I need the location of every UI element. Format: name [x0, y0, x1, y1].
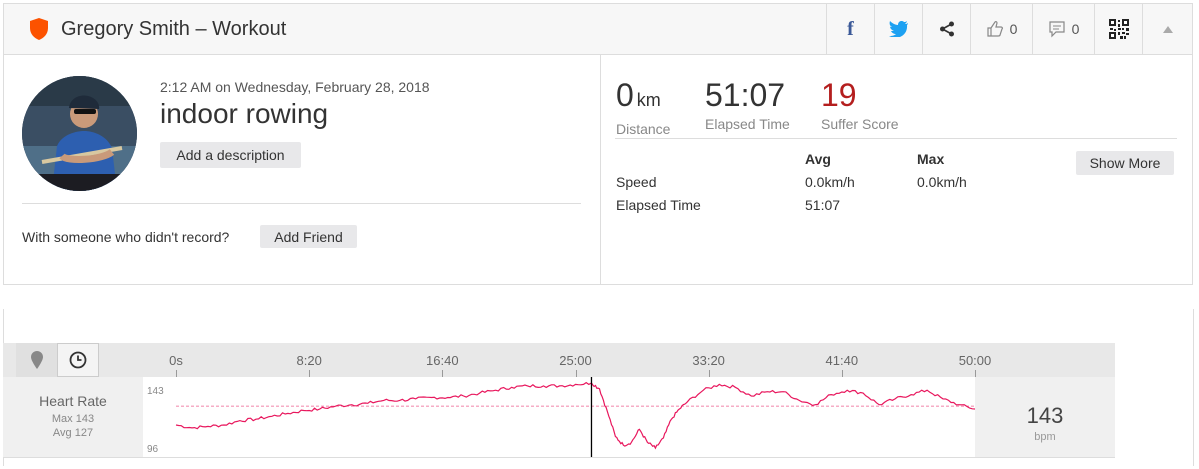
comment-icon	[1048, 21, 1065, 38]
x-tick-label: 33:20	[692, 353, 725, 368]
x-tick-mark	[176, 370, 177, 377]
collapse-button[interactable]	[1142, 4, 1192, 54]
elapsed-avg-value: 51:07	[805, 197, 841, 213]
kudos-button[interactable]: 0	[970, 4, 1032, 54]
qr-code-icon	[1108, 19, 1129, 39]
speed-avg-value: 0.0km/h	[805, 174, 855, 190]
comment-count: 0	[1071, 21, 1080, 37]
add-description-button[interactable]: Add a description	[160, 142, 301, 168]
y-min-label: 96	[147, 444, 159, 455]
x-tick-label: 0s	[169, 353, 183, 368]
x-tick-mark	[575, 370, 577, 377]
distance-label: Distance	[616, 121, 671, 137]
x-tick-label: 41:40	[825, 353, 859, 368]
suffer-score-label: Suffer Score	[821, 116, 899, 132]
facebook-share-button[interactable]: f	[826, 4, 874, 54]
activity-summary-panel: 2:12 AM on Wednesday, February 28, 2018 …	[3, 54, 1193, 285]
facebook-icon: f	[847, 17, 854, 40]
avatar[interactable]	[22, 76, 137, 191]
current-hr-unit: bpm	[1034, 431, 1056, 443]
qr-code-button[interactable]	[1094, 4, 1142, 54]
caret-up-icon	[1162, 25, 1173, 33]
header-title-group: Gregory Smith – Workout	[4, 17, 826, 41]
avatar-photo	[22, 76, 137, 191]
heart-rate-plot	[175, 377, 994, 457]
x-tick-label: 8:20	[296, 353, 322, 368]
comment-button[interactable]: 0	[1032, 4, 1094, 54]
thumbs-up-icon	[986, 20, 1003, 37]
kudos-count: 0	[1009, 21, 1018, 37]
header-actions: f 0	[826, 4, 1192, 54]
chart-frame-right	[1193, 309, 1194, 466]
chart-toolbar: 0s 8:20 16:40 25:00 33:20 41:40 50:00	[3, 343, 1115, 377]
elapsed-time-label: Elapsed Time	[705, 116, 790, 132]
clock-icon	[69, 351, 87, 369]
x-tick-mark	[841, 370, 843, 377]
distance-mode-button[interactable]	[16, 343, 58, 377]
twitter-share-button[interactable]	[874, 4, 922, 54]
x-tick-mark	[309, 370, 311, 377]
heart-rate-legend: Heart Rate Max 143 Avg 127	[3, 377, 143, 457]
map-pin-icon	[31, 351, 43, 369]
current-value-panel: 143 bpm	[975, 377, 1115, 457]
x-tick-label: 50:00	[958, 353, 992, 368]
speed-max-value: 0.0km/h	[917, 174, 967, 190]
heart-rate-line	[175, 381, 994, 450]
divider	[3, 457, 1115, 458]
show-more-button[interactable]: Show More	[1076, 151, 1174, 175]
divider	[22, 203, 581, 204]
share-icon	[939, 21, 954, 37]
y-max-label: 143	[147, 386, 164, 397]
max-hr-text: Max 143	[51, 413, 95, 425]
avg-hr-text: Avg 127	[52, 427, 94, 439]
elapsed-time-value: 51:07	[705, 77, 786, 113]
x-tick-mark	[708, 370, 710, 377]
activity-datetime: 2:12 AM on Wednesday, February 28, 2018	[160, 79, 430, 95]
time-mode-button[interactable]	[57, 343, 99, 377]
activity-name[interactable]: indoor rowing	[160, 98, 329, 129]
current-hr-value: 143	[1026, 403, 1064, 428]
heart-rate-chart: 0s 8:20 16:40 25:00 33:20 41:40 50:00 Heart Ra…	[3, 343, 1115, 466]
series-label: Heart Rate	[39, 393, 107, 409]
add-friend-button[interactable]: Add Friend	[260, 225, 357, 248]
plot-area[interactable]: 143 96	[143, 377, 994, 457]
divider	[615, 138, 1177, 139]
workout-shield-icon	[30, 18, 48, 40]
activity-details: 2:12 AM on Wednesday, February 28, 2018 …	[4, 54, 601, 284]
with-someone-text: With someone who didn't record?	[22, 229, 230, 245]
elapsed-time-stat: 51:07 Elapsed Time	[705, 76, 790, 132]
activity-header: Gregory Smith – Workout f 0	[3, 3, 1193, 55]
share-button[interactable]	[922, 4, 970, 54]
x-tick-label: 16:40	[426, 353, 459, 368]
max-column-header: Max	[917, 151, 945, 167]
distance-value: 0	[616, 77, 634, 113]
x-tick-mark	[975, 370, 976, 377]
page-title: Gregory Smith – Workout	[61, 17, 287, 40]
x-tick-mark	[442, 370, 444, 377]
twitter-icon	[888, 21, 908, 37]
activity-stats: 0 km Distance 51:07 Elapsed Time 19 Suffe…	[601, 54, 1193, 284]
speed-row-label: Speed	[616, 174, 657, 190]
suffer-score-value: 19	[821, 77, 857, 113]
elapsed-row-label: Elapsed Time	[616, 197, 701, 213]
distance-stat: 0 km Distance	[616, 76, 670, 137]
avg-column-header: Avg	[805, 151, 831, 167]
x-tick-label: 25:00	[559, 353, 592, 368]
suffer-score-stat[interactable]: 19 Suffer Score	[821, 76, 899, 132]
distance-unit: km	[636, 90, 661, 110]
